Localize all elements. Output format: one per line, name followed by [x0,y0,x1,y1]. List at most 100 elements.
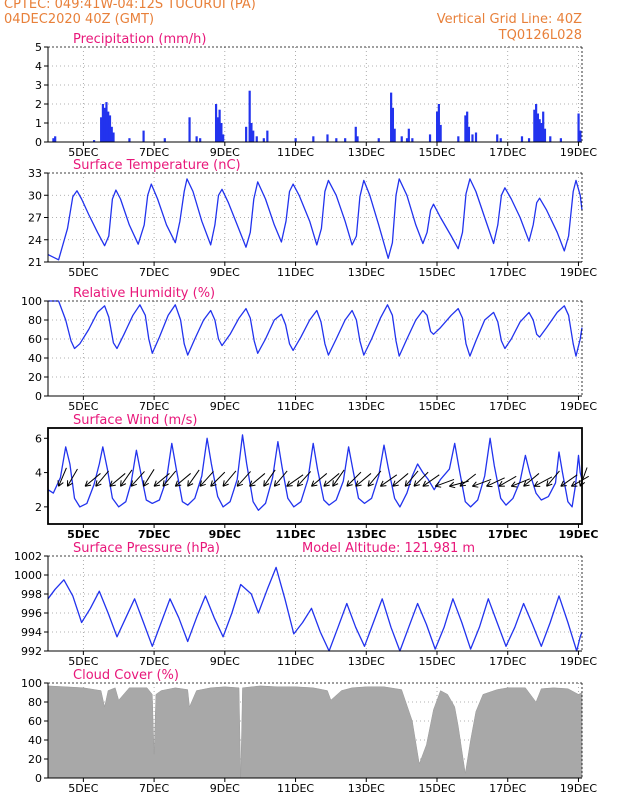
precip-bar [335,138,338,142]
temp-xtick-label: 5DEC [68,266,98,279]
cloud-xtick-label: 15DEC [418,782,455,795]
temp-xtick-label: 15DEC [418,266,455,279]
wind-barb-head [472,485,479,488]
precip-bar [252,130,255,142]
wind-barb-head [310,480,315,487]
wind-barb-staff [413,471,429,487]
wind-barb-staff [236,471,251,487]
wind-barb-head [85,484,92,487]
wind-barb-head [263,480,265,487]
rh-xtick-label: 9DEC [210,400,240,413]
precip-bar [199,138,202,142]
wind-barb-head [143,482,149,487]
precip-ytick-label: 0 [35,136,42,149]
wind-barb-staff [511,478,531,487]
precip-bar [103,107,106,142]
precip-bar [262,138,265,142]
wind-barb-head [222,483,229,487]
precip-bar [326,134,329,142]
cloud-xtick-label: 9DEC [210,782,240,795]
precip-bar [393,128,396,142]
rh-ytick-label: 60 [28,333,42,346]
wind-barb-head [311,484,318,487]
cloud-ytick-label: 80 [28,696,42,709]
wind-barb-head [533,480,538,487]
wind-barb-head [323,480,327,487]
temp-xtick-label: 11DEC [277,266,314,279]
wind-ytick-label: 4 [35,467,42,480]
wind-barb-head [471,481,477,487]
wind-barb-head [236,480,240,487]
wind-barb-head [523,484,530,487]
precip-bar [108,115,112,142]
wind-barb-staff [311,473,328,487]
temp-ytick-label: 21 [28,256,42,269]
precip-xtick-label: 5DEC [68,146,98,159]
precip-bar [354,126,357,142]
wind-barb-staff [286,474,304,487]
wind-barb-head [119,480,122,487]
precip-bar [437,104,440,142]
wind-barb-head [379,480,384,487]
wind-barb-head [355,484,362,487]
wind-barb-staff [199,471,214,487]
wind-barb-head [162,480,165,487]
rh-xtick-label: 19DEC [560,400,597,413]
precip-bar [216,117,219,142]
pressure-xtick-label: 17DEC [489,655,526,668]
wind-barb-staff [58,467,67,487]
wind-barb-head [67,482,73,487]
pressure-ytick-label: 1000 [14,569,42,582]
pressure-ytick-label: 996 [21,607,42,620]
wind-barb-staff [534,476,553,487]
wind-barb-staff [523,473,540,487]
precip-bar [100,117,103,142]
wind-barb-head [187,483,194,487]
precip-bar [163,138,166,142]
cloud-xtick-label: 5DEC [68,782,98,795]
wind-barb-head [296,480,300,487]
vertical-grid-note: Vertical Grid Line: 40Z [436,12,582,27]
rh-xtick-label: 15DEC [418,400,455,413]
cloud-ytick-label: 0 [35,772,42,785]
precip-bar [407,128,410,142]
wind-barb-head [109,484,116,487]
wind-barb-head [249,484,256,487]
precip-bar [54,136,57,142]
wind-barb-head [58,482,64,487]
wind-barb-head [422,480,426,487]
wind-barb-head [355,480,359,487]
precip-bar [390,92,393,142]
precip-bar [52,138,55,142]
precip-bar [245,126,248,142]
wind-barb-head [392,480,396,487]
precip-bar [220,123,223,142]
wind-barb-staff [404,470,419,487]
pressure-xtick-label: 5DEC [68,655,98,668]
wind-line [47,434,583,511]
cloud-title: Cloud Cover (%) [73,668,179,683]
precip-bar [92,140,96,142]
wind-barb-head [120,483,127,487]
wind-barb-head [297,483,304,487]
wind-barb-head [57,480,60,487]
precip-xtick-label: 13DEC [348,146,385,159]
wind-barb-head [84,480,88,487]
wind-barb-head [210,480,213,487]
precip-ytick-label: 2 [35,98,42,111]
header-line2: 04DEC2020 40Z (GMT) [4,12,155,27]
precip-bar [520,136,524,142]
precip-xtick-label: 11DEC [277,146,314,159]
precip-bar [266,130,269,142]
precip-bar [344,138,347,142]
wind-barb-staff [367,470,382,487]
precip-bar [538,119,541,142]
precip-ytick-label: 4 [35,60,42,73]
precip-bar [540,123,543,142]
precip-bar [112,132,115,142]
precip-bar [105,102,108,142]
pressure-xtick-label: 15DEC [418,655,455,668]
wind-barb-head [237,483,244,487]
wind-barb-head [449,481,455,487]
wind-barb-staff [571,475,589,487]
